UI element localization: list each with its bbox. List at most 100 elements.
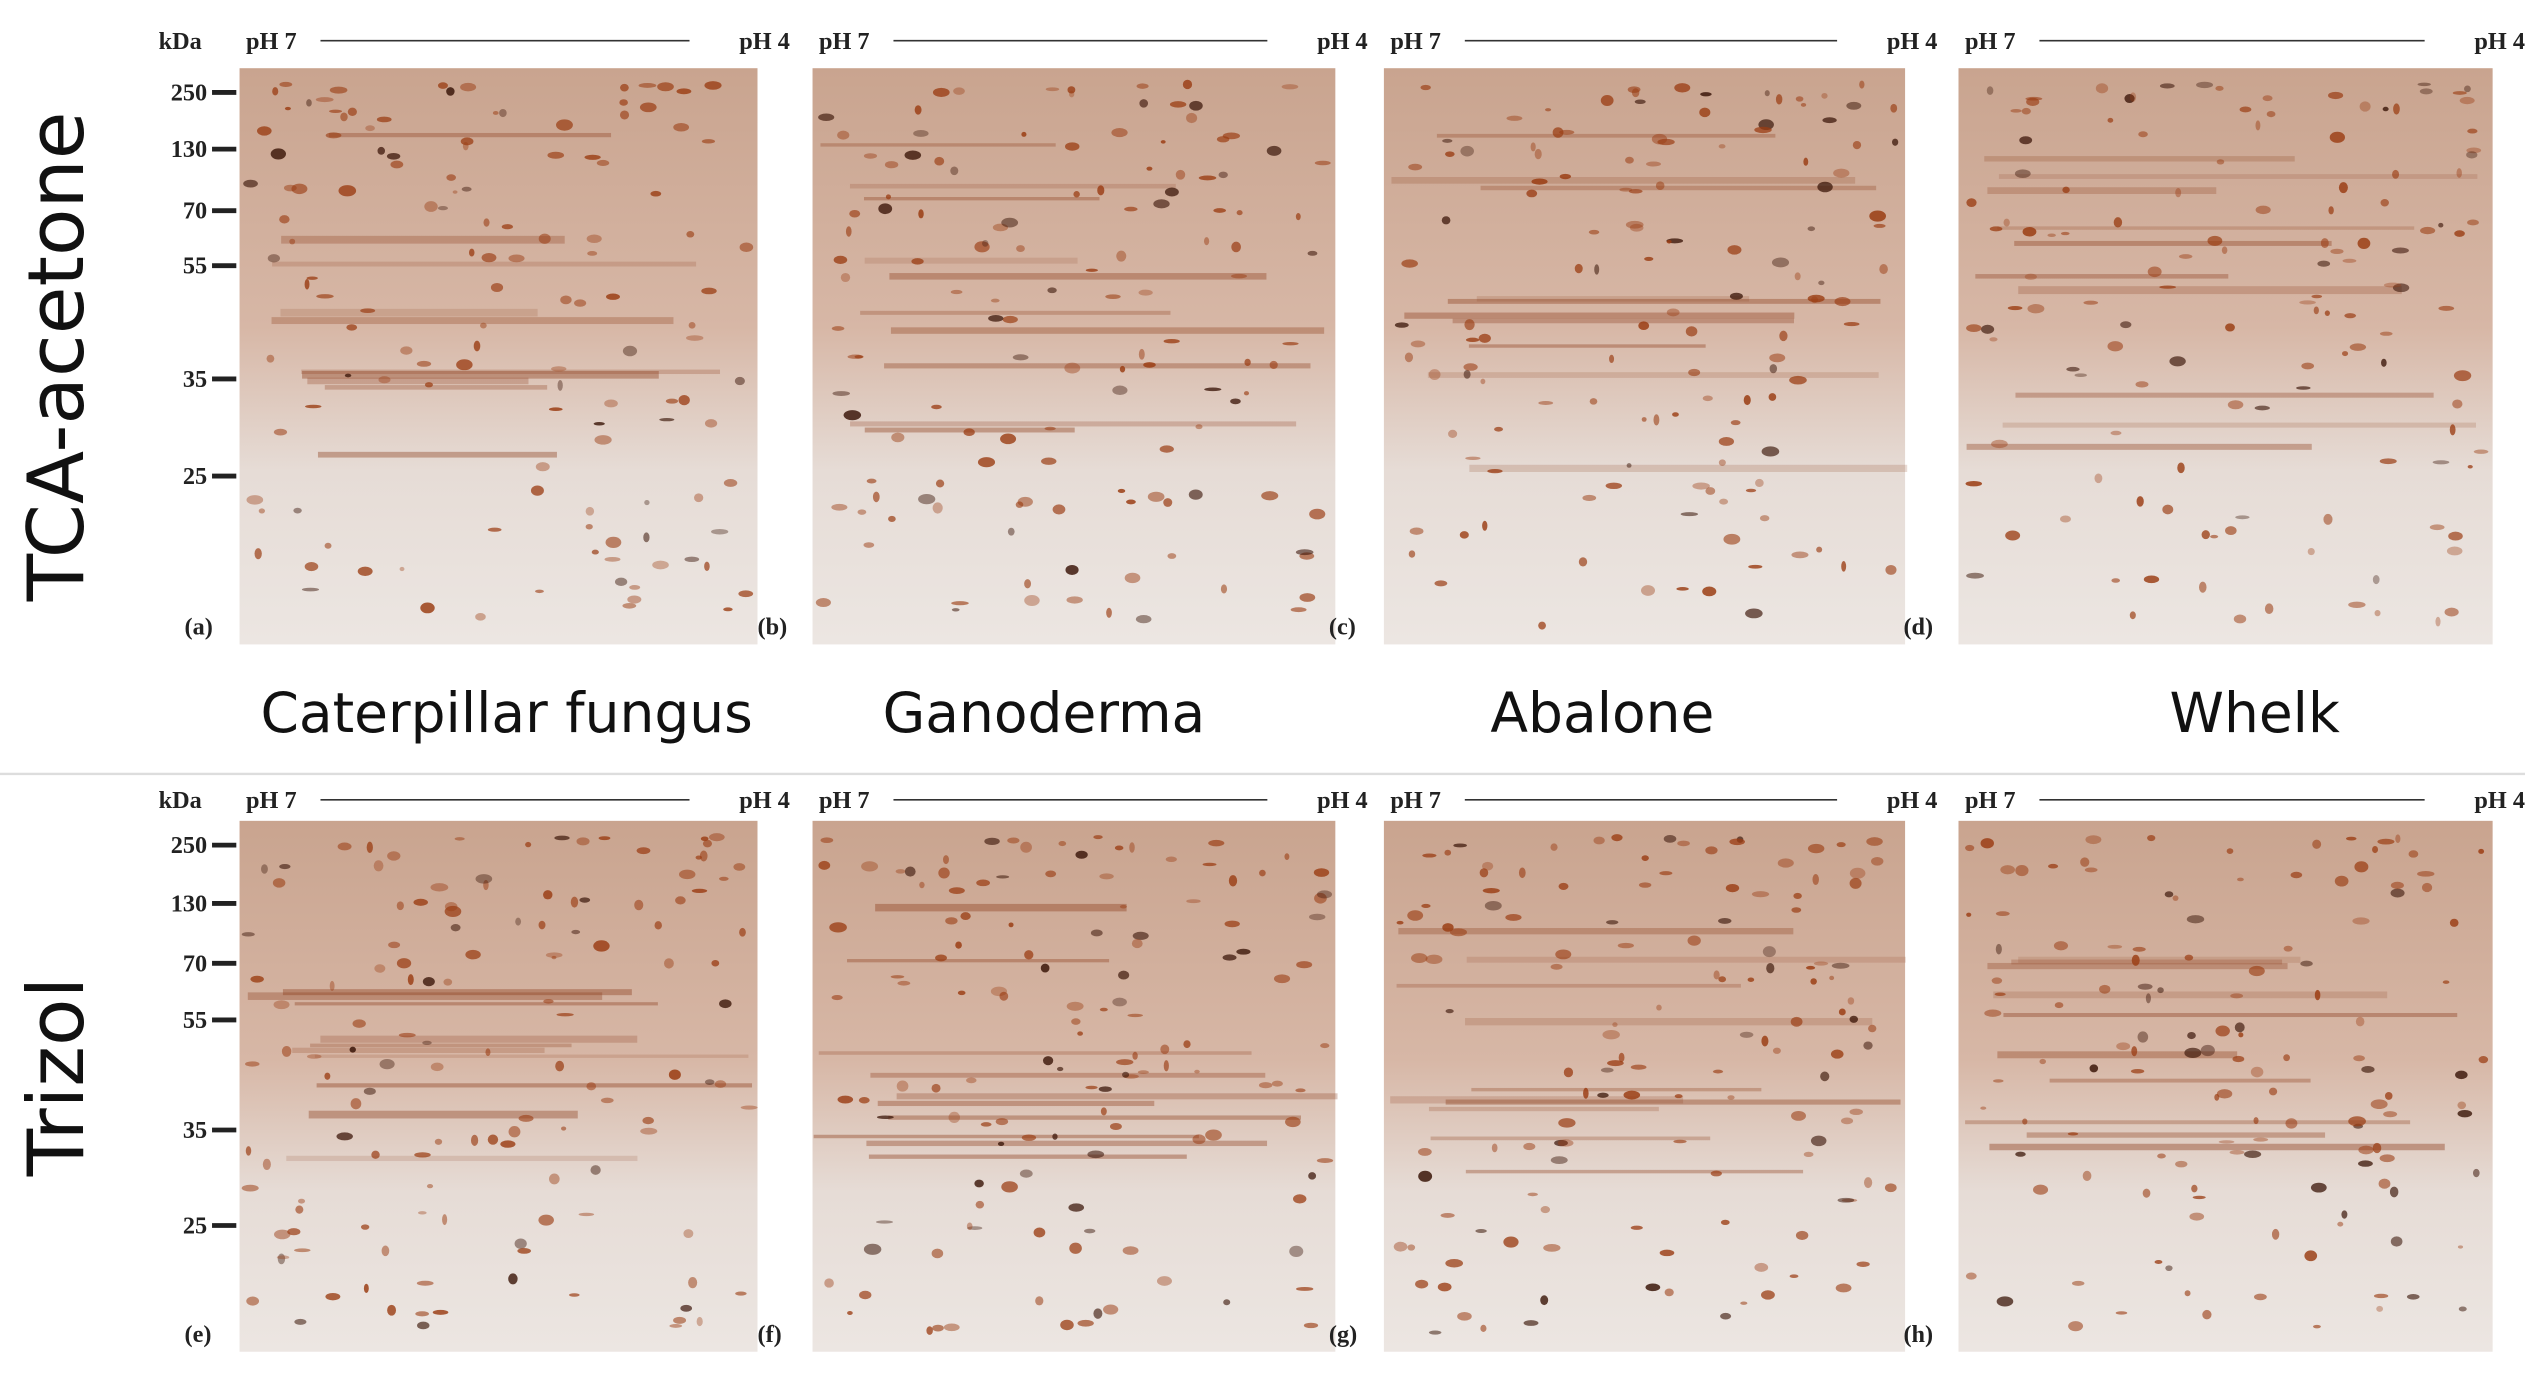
gel-spot bbox=[1641, 855, 1649, 861]
gel-spot bbox=[1702, 586, 1717, 597]
gel-spot bbox=[1966, 572, 1984, 579]
gel-spot bbox=[1807, 843, 1825, 854]
gel-spot bbox=[1163, 498, 1173, 507]
gel-spot bbox=[1146, 166, 1153, 171]
gel-streak bbox=[1987, 187, 2217, 194]
gel-spot bbox=[340, 112, 348, 122]
gel-spot bbox=[2250, 1066, 2264, 1078]
gel-spot bbox=[371, 1150, 380, 1159]
gel-spot bbox=[1653, 414, 1660, 426]
gel-spot bbox=[2392, 169, 2400, 179]
gel-background bbox=[1958, 68, 2493, 645]
gel-streak bbox=[863, 197, 1100, 201]
sample-name: Caterpillar fungus bbox=[260, 681, 752, 745]
gel-spot bbox=[400, 346, 413, 355]
gel-spot bbox=[418, 1211, 427, 1215]
gel-spot bbox=[1167, 553, 1177, 559]
gel-spot bbox=[2210, 534, 2219, 539]
gel-spot bbox=[2313, 1324, 2321, 1329]
gel-spot bbox=[2300, 960, 2313, 967]
gel-spot bbox=[571, 929, 581, 935]
gel-streak bbox=[1465, 1169, 1804, 1174]
gel-spot bbox=[2342, 258, 2357, 263]
gel-spot bbox=[480, 322, 487, 329]
gel-spot bbox=[1847, 997, 1855, 1005]
gel-spot bbox=[1017, 496, 1033, 507]
gel-spot bbox=[636, 847, 651, 855]
gel-image bbox=[1958, 820, 2493, 1352]
gel-spot bbox=[465, 949, 481, 960]
gel-spot bbox=[614, 577, 628, 586]
gel-spot bbox=[1589, 398, 1598, 405]
gel-spot bbox=[396, 901, 404, 911]
gel-spot bbox=[1195, 424, 1203, 430]
gel-spot bbox=[596, 159, 610, 167]
gel-spot bbox=[2062, 186, 2070, 194]
gel-streak bbox=[282, 989, 632, 996]
gel-spot bbox=[1138, 348, 1145, 360]
mw-marker: 25 bbox=[183, 463, 207, 490]
gel-spot bbox=[1111, 127, 1128, 138]
gel-spot bbox=[1762, 946, 1776, 958]
gel-spot bbox=[911, 258, 924, 265]
gel-spot bbox=[1192, 1134, 1206, 1145]
gel-spot bbox=[2382, 106, 2389, 112]
gel-spot bbox=[561, 1126, 567, 1131]
gel-spot bbox=[1688, 368, 1701, 377]
gel-spot bbox=[272, 87, 279, 96]
gel-streak bbox=[1993, 991, 2388, 999]
gel-spot bbox=[650, 190, 662, 197]
gel-spot bbox=[643, 532, 650, 543]
gel-spot bbox=[1126, 499, 1136, 505]
gel-spot bbox=[261, 864, 268, 874]
gel-spot bbox=[1047, 287, 1057, 294]
gel-spot bbox=[2307, 547, 2315, 556]
gel-spot bbox=[357, 566, 373, 577]
gel-spot bbox=[1122, 1246, 1139, 1255]
gel-spot bbox=[2391, 247, 2409, 254]
gel-spot bbox=[2015, 864, 2029, 877]
gel-spot bbox=[376, 116, 392, 123]
gel-streak bbox=[1445, 1099, 1901, 1105]
gel-spot bbox=[1818, 280, 1825, 286]
gel-spot bbox=[1629, 223, 1644, 232]
gel-spot bbox=[274, 1229, 291, 1240]
gel-spot bbox=[337, 842, 352, 851]
gel-spot bbox=[694, 493, 704, 503]
gel-spot bbox=[2178, 254, 2193, 259]
gel-spot bbox=[2262, 95, 2273, 102]
gel-spot bbox=[2145, 993, 2151, 1004]
gel-spot bbox=[2379, 331, 2393, 336]
gel-spot bbox=[1760, 1290, 1775, 1300]
gel-spot bbox=[1840, 1117, 1854, 1125]
gel-spot bbox=[556, 1012, 574, 1017]
gel-spot bbox=[701, 139, 716, 144]
gel-spot bbox=[2290, 871, 2303, 879]
gel-spot bbox=[535, 589, 544, 594]
gel-spot bbox=[1605, 482, 1623, 490]
gel-spot bbox=[273, 1000, 290, 1010]
gel-spot bbox=[1775, 94, 1783, 105]
gel-spot bbox=[1518, 867, 1526, 879]
gel-spot bbox=[346, 324, 358, 331]
gel-spot bbox=[1856, 1261, 1870, 1267]
gel-spot bbox=[1460, 145, 1474, 157]
gel-streak bbox=[302, 370, 659, 379]
gel-spot bbox=[2202, 1309, 2212, 1320]
gel-spot bbox=[1612, 1022, 1618, 1028]
gel-streak bbox=[271, 317, 674, 325]
gel-image bbox=[812, 820, 1338, 1352]
gel-spot bbox=[2380, 199, 2389, 207]
gel-spot bbox=[832, 391, 851, 396]
gel-spot bbox=[485, 1048, 491, 1057]
gel-spot bbox=[1779, 330, 1788, 342]
gel-streak bbox=[877, 1100, 1155, 1107]
gel-spot bbox=[2372, 846, 2379, 854]
gel-spot bbox=[858, 1096, 870, 1104]
gel-spot bbox=[1156, 1276, 1172, 1286]
gel-spot bbox=[1554, 1139, 1568, 1147]
gel-spot bbox=[1989, 226, 2003, 232]
gel-spot bbox=[2110, 430, 2122, 436]
gel-spot bbox=[1147, 491, 1165, 502]
gel-spot bbox=[932, 502, 943, 514]
